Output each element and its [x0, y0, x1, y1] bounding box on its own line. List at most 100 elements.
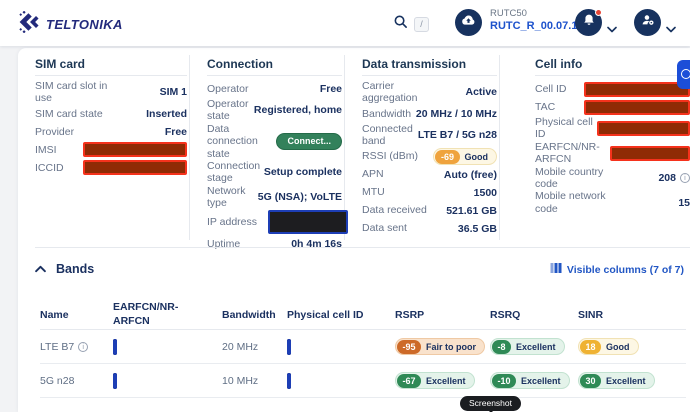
title-divider [35, 75, 187, 76]
title-divider [362, 75, 497, 76]
cell-id-redaction-box [584, 81, 690, 97]
apn-row: APN Auto (free) [362, 168, 497, 181]
rsrp-status-badge: -95 Fair to poor [395, 338, 486, 355]
connection-stage-row: Connection stage Setup complete [207, 159, 342, 185]
logo-wordmark: TELTONIKA [46, 17, 123, 32]
connection-panel: Connection Operator Free Operator state … [207, 48, 348, 253]
cloud-upload-icon [461, 13, 476, 33]
sinr-status-badge: 30 Excellent [578, 372, 655, 389]
rsrq-status-badge: -10 Excellent [490, 372, 570, 389]
bands-section-header: Bands [35, 260, 94, 278]
teltonika-logo-icon [18, 10, 42, 38]
rsrp-value-badge: -67 [397, 373, 422, 388]
panel-divider [499, 55, 500, 240]
col-header-earfcn: EARFCN/NR-ARFCN [113, 301, 179, 327]
collapse-chevron-up-icon[interactable] [35, 260, 46, 278]
rsrq-level-label: Excellent [516, 341, 556, 352]
rssi-status-badge: -69 Good [433, 148, 497, 165]
rssi-row: RSSI (dBm) -69 Good [362, 148, 497, 166]
rssi-level-label: Good [464, 151, 489, 162]
earfcn-redaction-box [113, 338, 117, 355]
bands-table: Name EARFCN/NR-ARFCN Bandwidth Physical … [40, 300, 686, 398]
operator-state-row: Operator state Registered, home [207, 98, 342, 123]
data-sent-row: Data sent 36.5 GB [362, 222, 497, 235]
screenshot-tooltip: Screenshot [460, 396, 521, 412]
operator-row: Operator Free [207, 82, 342, 95]
search-icon [393, 14, 408, 34]
data-connection-state-row: Data connection state Connect... [207, 123, 342, 160]
data-received-row: Data received 521.61 GB [362, 204, 497, 217]
mobile-network-code-row: Mobile network code 15 [535, 190, 690, 215]
info-icon[interactable] [680, 172, 690, 183]
rsrq-status-badge: -8 Excellent [490, 338, 565, 355]
iccid-row: ICCID [35, 159, 187, 177]
uptime-row: Uptime 0h 4m 16s [207, 238, 342, 251]
imsi-row: IMSI [35, 141, 187, 159]
user-menu-chevron-down-icon[interactable] [666, 20, 676, 38]
panel-divider [189, 55, 190, 240]
earfcn-redaction-box [610, 145, 690, 161]
bell-icon [582, 13, 596, 32]
notifications-button[interactable] [575, 9, 602, 36]
table-row-lte-b7: LTE B7 20 MHz -95 Fair to poor -8 Excell… [40, 330, 686, 364]
carrier-aggregation-row: Carrier aggregation Active [362, 80, 497, 105]
cell-id-row: Cell ID [535, 80, 690, 98]
rsrp-level-label: Fair to poor [426, 341, 477, 352]
panel-divider [344, 55, 345, 240]
network-type-row: Network type 5G (NSA); VoLTE [207, 184, 342, 209]
rsrq-level-label: Excellent [521, 375, 561, 386]
col-header-sinr: SINR [578, 308, 604, 321]
band-bandwidth: 10 MHz [222, 374, 259, 387]
col-header-physical-cell-id: Physical cell ID [287, 308, 364, 321]
band-name: 5G n28 [40, 374, 75, 387]
rsrq-value-badge: -10 [492, 373, 517, 388]
panel-title: SIM card [35, 57, 86, 71]
physical-cell-id-redaction-box [597, 120, 690, 136]
notification-dot [595, 9, 602, 16]
rsrp-status-badge: -67 Excellent [395, 372, 475, 389]
user-gear-icon [641, 13, 655, 32]
ip-address-redaction-box [268, 210, 348, 235]
notifications-chevron-down-icon[interactable] [607, 20, 617, 38]
ip-address-row: IP address [207, 209, 348, 235]
search-control[interactable]: / [393, 14, 429, 34]
sinr-level-label: Excellent [606, 375, 646, 386]
rsrp-value-badge: -95 [397, 339, 422, 354]
data-transmission-panel: Data transmission Carrier aggregation Ac… [362, 48, 497, 238]
rsrq-value-badge: -8 [492, 339, 512, 354]
feedback-side-tab[interactable] [677, 60, 690, 89]
firmware-version: RUTC_R_00.07.19.4 [490, 19, 593, 32]
band-bandwidth: 20 MHz [222, 340, 259, 353]
tac-row: TAC [535, 98, 690, 116]
visible-columns-button[interactable]: Visible columns (7 of 7) [550, 262, 684, 277]
earfcn-row: EARFCN/NR-ARFCN [535, 141, 690, 166]
iccid-redaction-box [83, 160, 187, 176]
earfcn-redaction-box [113, 372, 117, 389]
bands-table-header: Name EARFCN/NR-ARFCN Bandwidth Physical … [40, 300, 686, 330]
col-header-name: Name [40, 308, 69, 321]
band-name: LTE B7 [40, 340, 75, 353]
tac-redaction-box [584, 99, 690, 115]
sim-slot-row: SIM card slot in use SIM 1 [35, 80, 187, 105]
rsrp-level-label: Excellent [426, 375, 466, 386]
mtu-row: MTU 1500 [362, 186, 497, 199]
imsi-redaction-box [83, 142, 187, 158]
info-icon[interactable] [78, 341, 89, 352]
panel-title: Cell info [535, 57, 583, 71]
col-header-bandwidth: Bandwidth [222, 308, 276, 321]
user-menu-button[interactable] [634, 9, 661, 36]
device-info: RUTC50 RUTC_R_00.07.19.4 [490, 8, 593, 34]
connected-band-row: Connected band LTE B7 / 5G n28 [362, 122, 497, 148]
search-shortcut-key: / [414, 16, 429, 32]
col-header-rsrq: RSRQ [490, 308, 521, 321]
bandwidth-row: Bandwidth 20 MHz / 10 MHz [362, 107, 497, 120]
sinr-level-label: Good [606, 341, 630, 352]
cloud-rms-button[interactable] [455, 9, 482, 36]
sim-card-panel: SIM card SIM card slot in use SIM 1 SIM … [35, 48, 187, 177]
cell-info-panel: Cell info Cell ID TAC Physical cell ID E… [517, 48, 690, 215]
teltonika-logo[interactable]: TELTONIKA [18, 10, 123, 38]
connect-button[interactable]: Connect... [276, 132, 342, 150]
provider-row: Provider Free [35, 125, 187, 138]
title-divider [207, 75, 342, 76]
